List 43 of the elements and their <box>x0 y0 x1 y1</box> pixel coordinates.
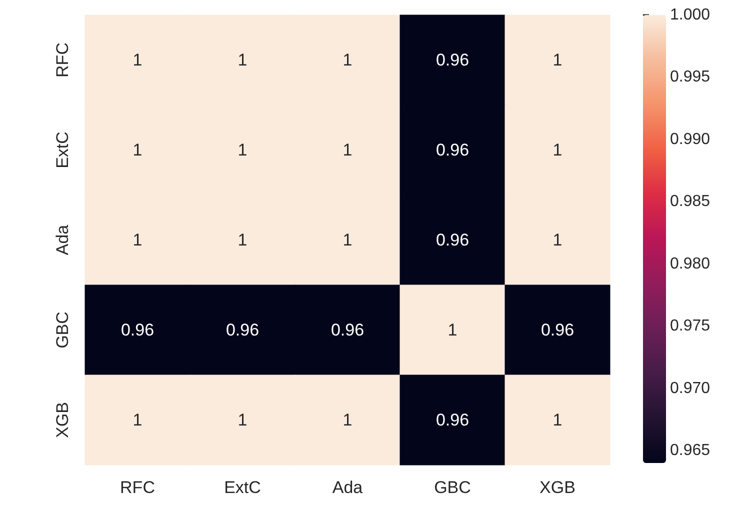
data-label: 1 <box>238 230 248 250</box>
x-tick-label: Ada <box>332 478 364 497</box>
color-bar-label: 0.995 <box>670 68 710 86</box>
data-label: 1 <box>238 140 248 160</box>
y-tick-label: Ada <box>53 224 72 256</box>
y-tick-label: XGB <box>53 402 72 438</box>
data-label: 1 <box>552 230 562 250</box>
data-label: 0.96 <box>540 320 574 340</box>
data-label: 1 <box>132 140 142 160</box>
x-tick-label: GBC <box>434 478 471 497</box>
data-label: 0.96 <box>226 320 260 340</box>
data-label: 1 <box>552 140 562 160</box>
data-label: 1 <box>448 320 458 340</box>
y-tick-label: GBC <box>53 312 72 348</box>
color-bar-label: 0.990 <box>670 130 710 148</box>
color-bar-label: 0.975 <box>670 318 710 335</box>
data-label: 1 <box>342 410 352 430</box>
data-label: 1 <box>238 50 248 70</box>
color-bar-label: 1.000 <box>670 6 710 24</box>
data-label: 1 <box>342 50 352 70</box>
data-label: 1 <box>552 50 562 70</box>
data-label: 0.96 <box>436 230 470 250</box>
data-label: 0.96 <box>436 140 470 160</box>
data-label: 1 <box>132 50 142 70</box>
x-tick-label: ExtC <box>224 478 261 497</box>
data-label: 1 <box>552 410 562 430</box>
color-bar-label: 0.970 <box>670 380 710 397</box>
y-tick-label: RFC <box>53 42 72 78</box>
data-label: 1 <box>238 410 248 430</box>
y-tick-label: ExtC <box>53 132 72 168</box>
x-tick-label: RFC <box>120 478 155 497</box>
color-bar-label: 0.985 <box>670 193 710 210</box>
data-label: 1 <box>342 140 352 160</box>
data-label: 1 <box>132 230 142 250</box>
data-label: 0.96 <box>330 320 364 340</box>
color-bar-label: 0.980 <box>670 255 710 272</box>
data-label: 0.96 <box>120 320 154 340</box>
x-tick-label: XGB <box>540 478 576 497</box>
data-label: 1 <box>132 410 142 430</box>
data-label: 0.96 <box>436 410 470 430</box>
data-label: 1 <box>342 230 352 250</box>
color-bar-label: 0.965 <box>670 442 710 460</box>
data-label: 0.96 <box>436 50 470 70</box>
